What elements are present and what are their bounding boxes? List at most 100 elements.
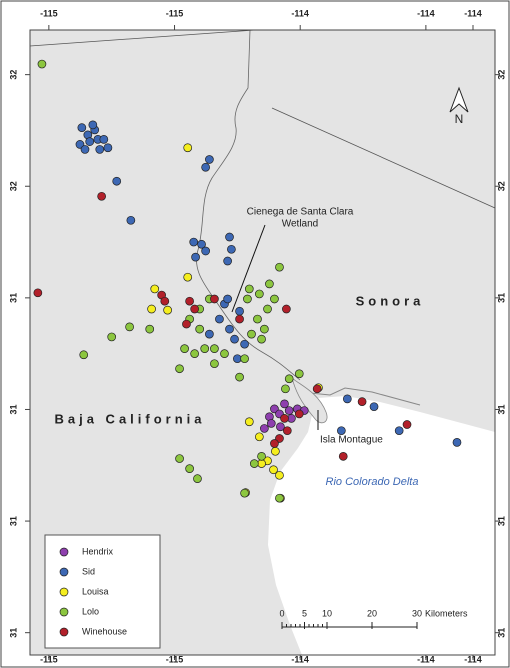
y-tick-label: 32 — [8, 70, 18, 80]
y-tick-label: 31 — [496, 404, 506, 414]
location-point — [205, 329, 214, 339]
legend-marker — [59, 607, 69, 617]
border — [271, 107, 496, 209]
location-point — [33, 288, 43, 298]
location-point — [257, 334, 266, 344]
location-point — [276, 422, 285, 432]
location-point — [191, 252, 200, 262]
scale-unit: Kilometers — [425, 608, 468, 618]
location-point — [275, 470, 284, 480]
location-point — [275, 262, 284, 272]
location-point — [145, 324, 155, 334]
location-point — [147, 304, 156, 314]
location-point — [85, 137, 95, 146]
location-point — [243, 294, 252, 304]
location-point — [107, 332, 117, 342]
location-point — [284, 406, 294, 415]
location-point — [225, 324, 234, 334]
x-tick-label: -114 — [291, 654, 309, 664]
location-point — [270, 294, 279, 304]
location-point — [182, 319, 191, 329]
scale-label: 20 — [367, 608, 377, 618]
location-point — [193, 474, 202, 484]
north-label: N — [455, 112, 464, 126]
location-point — [369, 402, 379, 412]
location-point — [269, 465, 278, 475]
location-point — [88, 120, 98, 130]
location-point — [150, 284, 160, 294]
location-point — [160, 296, 170, 306]
location-point — [175, 364, 184, 374]
location-point — [183, 143, 193, 153]
x-tick-label: -115 — [166, 654, 184, 664]
legend-marker — [59, 567, 69, 577]
location-point — [227, 244, 236, 254]
map-label: Sonora — [356, 293, 425, 308]
y-tick-label: 31 — [496, 293, 506, 303]
legend-marker — [59, 547, 69, 557]
x-tick-label: -114 — [417, 8, 435, 18]
location-point — [257, 451, 266, 461]
location-point — [394, 426, 404, 436]
location-point — [180, 344, 189, 353]
location-point — [225, 232, 234, 242]
location-point — [190, 349, 199, 359]
location-point — [312, 384, 322, 394]
location-point — [342, 394, 352, 404]
location-point — [223, 256, 232, 266]
location-point — [205, 155, 214, 164]
location-point — [281, 384, 290, 394]
location-point — [280, 414, 289, 423]
location-point — [255, 432, 264, 442]
location-point — [357, 397, 367, 407]
channel — [299, 387, 421, 406]
y-tick-label: 31 — [8, 628, 18, 638]
y-tick-label: 31 — [496, 628, 506, 638]
scale-label: 5 — [302, 608, 307, 618]
location-point — [210, 359, 219, 369]
location-point — [240, 354, 249, 364]
location-point — [257, 459, 266, 468]
location-point — [294, 409, 304, 419]
location-point — [294, 369, 304, 379]
x-tick-label: -115 — [166, 8, 184, 18]
location-point — [185, 464, 194, 473]
location-point — [240, 488, 249, 498]
location-point — [183, 272, 193, 282]
x-tick-label: -114 — [464, 8, 482, 18]
y-tick-label: 31 — [496, 516, 506, 526]
x-tick-label: -114 — [464, 654, 482, 664]
location-point — [189, 237, 199, 247]
location-point — [255, 289, 264, 299]
location-point — [201, 246, 210, 256]
legend-label: Lolo — [82, 606, 99, 616]
legend-label: Sid — [82, 566, 95, 576]
location-point — [210, 294, 219, 304]
y-tick-label: 31 — [8, 293, 18, 303]
north-arrow — [449, 86, 469, 113]
location-point — [244, 417, 254, 427]
location-point — [282, 426, 292, 436]
state-border — [196, 29, 301, 381]
location-point — [260, 424, 269, 433]
location-point — [263, 304, 272, 314]
x-tick-label: -115 — [40, 654, 58, 664]
map-label: Rio Colorado Delta — [326, 476, 419, 488]
legend-marker — [59, 627, 69, 637]
location-point — [190, 304, 199, 314]
location-point — [337, 426, 346, 436]
location-point — [266, 419, 276, 428]
y-tick-label: 32 — [496, 70, 506, 80]
map-label: Wetland — [282, 219, 319, 230]
x-tick-label: -114 — [417, 654, 435, 664]
scale-label: 10 — [322, 608, 332, 618]
location-point — [235, 372, 244, 382]
y-tick-label: 31 — [8, 516, 18, 526]
location-point — [247, 329, 256, 339]
location-point — [197, 239, 206, 249]
location-point — [270, 439, 279, 448]
y-tick-label: 32 — [8, 181, 18, 191]
location-point — [210, 344, 219, 353]
location-point — [37, 59, 47, 69]
